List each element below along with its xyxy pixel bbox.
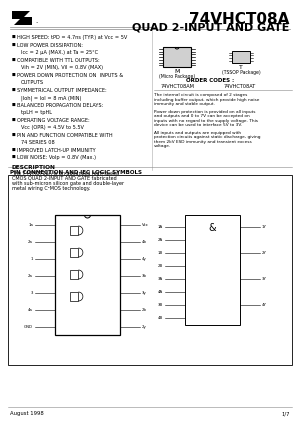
Text: device can be used to interface 5V to 3V.: device can be used to interface 5V to 3V… (154, 123, 242, 127)
Text: 3Y: 3Y (262, 277, 267, 281)
FancyBboxPatch shape (55, 215, 120, 335)
Text: LOW POWER DISSIPATION:: LOW POWER DISSIPATION: (17, 42, 83, 48)
Text: CMOS QUAD 2-INPUT AND GATE fabricated: CMOS QUAD 2-INPUT AND GATE fabricated (12, 176, 117, 181)
Text: POWER DOWN PROTECTION ON  INPUTS &: POWER DOWN PROTECTION ON INPUTS & (17, 73, 123, 77)
Text: The internal circuit is composed of 2 stages: The internal circuit is composed of 2 st… (154, 93, 248, 97)
Text: ■: ■ (12, 42, 16, 46)
Text: Vcc (OPR) = 4.5V to 5.5V: Vcc (OPR) = 4.5V to 5.5V (21, 125, 84, 130)
Text: 3A: 3A (158, 277, 163, 281)
Text: PIN AND FUNCTION COMPATIBLE WITH: PIN AND FUNCTION COMPATIBLE WITH (17, 133, 112, 138)
Text: LOW NOISE: Volp = 0.8V (Max.): LOW NOISE: Volp = 0.8V (Max.) (17, 155, 96, 160)
Text: |Ioh| = Iol = 8 mA (MIN): |Ioh| = Iol = 8 mA (MIN) (21, 95, 81, 100)
Text: 2B: 2B (158, 264, 163, 268)
Text: Icc = 2 μA (MAX.) at Ta = 25°C: Icc = 2 μA (MAX.) at Ta = 25°C (21, 50, 98, 55)
Text: 74VHCT08A: 74VHCT08A (189, 12, 289, 27)
Text: OPERATING VOLTAGE RANGE:: OPERATING VOLTAGE RANGE: (17, 117, 90, 122)
Text: QUAD 2-INPUT AND GATE: QUAD 2-INPUT AND GATE (132, 22, 289, 32)
Text: ■: ■ (12, 133, 16, 136)
FancyBboxPatch shape (8, 175, 292, 365)
Text: All inputs and outputs are equipped with: All inputs and outputs are equipped with (154, 130, 241, 134)
Text: (Micro Package): (Micro Package) (159, 74, 195, 79)
Text: .: . (35, 18, 37, 24)
Text: DESCRIPTION: DESCRIPTION (12, 164, 56, 170)
Text: ORDER CODES :: ORDER CODES : (186, 78, 234, 83)
Text: 2Y: 2Y (262, 251, 267, 255)
Text: 4A: 4A (158, 290, 163, 294)
Text: COMPATIBLE WITH TTL OUTPUTS:: COMPATIBLE WITH TTL OUTPUTS: (17, 57, 100, 62)
Text: 4B: 4B (158, 316, 163, 320)
Text: Power down protection is provided on all inputs: Power down protection is provided on all… (154, 110, 256, 113)
Text: ■: ■ (12, 117, 16, 122)
Text: ■: ■ (12, 102, 16, 107)
Text: with sub-micron silicon gate and double-layer: with sub-micron silicon gate and double-… (12, 181, 124, 186)
Text: 1a: 1a (28, 223, 33, 227)
Text: tpLH = tpHL: tpLH = tpHL (21, 110, 52, 115)
Text: PIN CONNECTION AND IEC LOGIC SYMBOLS: PIN CONNECTION AND IEC LOGIC SYMBOLS (10, 170, 142, 175)
Text: immunity and stable output.: immunity and stable output. (154, 102, 215, 106)
Text: ■: ■ (12, 35, 16, 39)
Text: including buffer output, which provide high noise: including buffer output, which provide h… (154, 97, 260, 102)
Text: T: T (239, 65, 243, 70)
Text: ■: ■ (12, 57, 16, 62)
Text: voltage.: voltage. (154, 144, 171, 148)
Text: GND: GND (24, 325, 33, 329)
Text: 2a: 2a (28, 274, 33, 278)
Text: 3B: 3B (158, 303, 163, 307)
Text: 2A: 2A (158, 238, 163, 242)
Text: metal wiring C²MOS technology.: metal wiring C²MOS technology. (12, 186, 90, 191)
Text: BALANCED PROPAGATION DELAYS:: BALANCED PROPAGATION DELAYS: (17, 102, 103, 108)
FancyBboxPatch shape (70, 292, 78, 301)
Text: 1B: 1B (158, 251, 163, 255)
Text: 2b: 2b (142, 308, 147, 312)
Text: &: & (209, 223, 216, 233)
Text: and outputs and 0 to 7V can be accepted on: and outputs and 0 to 7V can be accepted … (154, 114, 250, 118)
Text: Vih = 2V (MIN), Vil = 0.8V (MAX): Vih = 2V (MIN), Vil = 0.8V (MAX) (21, 65, 103, 70)
Text: 4b: 4b (142, 240, 147, 244)
FancyBboxPatch shape (185, 215, 240, 325)
FancyBboxPatch shape (70, 226, 78, 235)
Text: 3: 3 (31, 291, 33, 295)
Text: (TSSOP Package): (TSSOP Package) (222, 70, 260, 75)
Text: 2y: 2y (142, 325, 147, 329)
Text: ■: ■ (12, 73, 16, 76)
Text: 2a: 2a (28, 240, 33, 244)
Text: 3b: 3b (142, 274, 147, 278)
Text: OUTPUTS: OUTPUTS (21, 80, 44, 85)
Text: 74VHCT08AT: 74VHCT08AT (224, 84, 256, 89)
Text: 4a: 4a (28, 308, 33, 312)
Text: ■: ■ (12, 88, 16, 91)
Text: August 1998: August 1998 (10, 411, 44, 416)
Text: ■: ■ (12, 155, 16, 159)
Text: 1: 1 (31, 257, 33, 261)
FancyBboxPatch shape (70, 248, 78, 257)
Text: IMPROVED LATCH-UP IMMUNITY: IMPROVED LATCH-UP IMMUNITY (17, 147, 96, 153)
Text: inputs with no regard to the supply voltage. This: inputs with no regard to the supply volt… (154, 119, 258, 122)
FancyBboxPatch shape (232, 51, 250, 63)
Text: 4y: 4y (142, 257, 147, 261)
Text: M: M (174, 69, 180, 74)
Text: 1/7: 1/7 (281, 411, 290, 416)
Text: 1Y: 1Y (262, 225, 267, 229)
FancyBboxPatch shape (163, 47, 191, 67)
FancyBboxPatch shape (70, 270, 78, 279)
Text: HIGH SPEED: tPD = 4.7ns (TYP.) at Vcc = 5V: HIGH SPEED: tPD = 4.7ns (TYP.) at Vcc = … (17, 35, 127, 40)
Text: 4Y: 4Y (262, 303, 267, 307)
Text: 1A: 1A (158, 225, 163, 229)
Text: Vcc: Vcc (142, 223, 149, 227)
Text: 74 SERIES 08: 74 SERIES 08 (21, 140, 55, 145)
Text: The 74VHCT08A is an advanced high-speed: The 74VHCT08A is an advanced high-speed (12, 170, 119, 176)
Text: ■: ■ (12, 147, 16, 151)
Text: 74VHCT08AM: 74VHCT08AM (161, 84, 195, 89)
Text: them 2kV ESD immunity and transient excess: them 2kV ESD immunity and transient exce… (154, 139, 252, 144)
Text: protection circuits against static discharge, giving: protection circuits against static disch… (154, 135, 260, 139)
Polygon shape (12, 11, 32, 25)
Text: 3y: 3y (142, 291, 147, 295)
Text: SYMMETRICAL OUTPUT IMPEDANCE:: SYMMETRICAL OUTPUT IMPEDANCE: (17, 88, 106, 93)
